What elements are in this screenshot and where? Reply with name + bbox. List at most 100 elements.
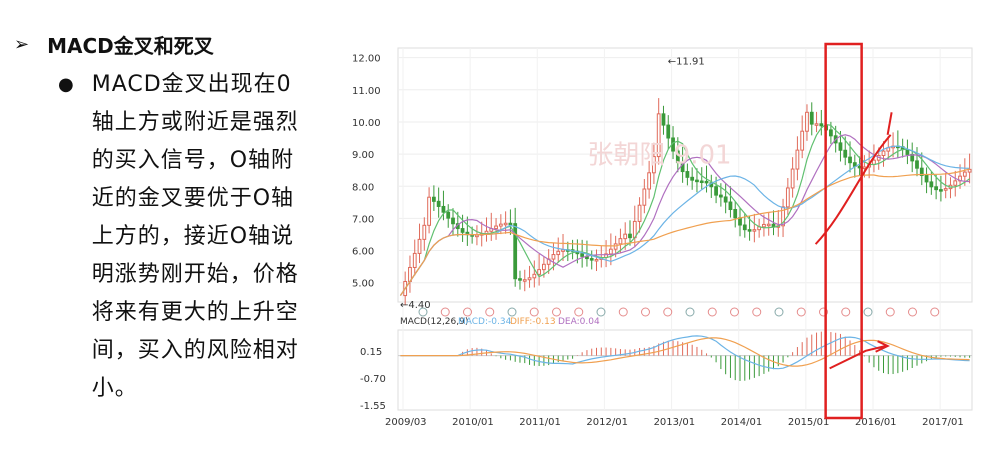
candle-body bbox=[843, 149, 848, 158]
candle-body bbox=[417, 238, 422, 254]
candle-body bbox=[762, 223, 766, 228]
event-marker-icon bbox=[552, 307, 561, 317]
candle-body bbox=[494, 225, 498, 230]
event-marker-icon bbox=[730, 307, 739, 317]
candle-body bbox=[939, 189, 943, 192]
price-tick-label: 10.00 bbox=[352, 118, 381, 129]
x-tick-label: 2014/01 bbox=[721, 417, 763, 428]
candle-body bbox=[766, 223, 771, 227]
x-tick-label: 2010/01 bbox=[452, 417, 494, 428]
event-marker-icon bbox=[574, 307, 584, 317]
low-annotation: ←4.40 bbox=[400, 300, 431, 311]
candle-body bbox=[752, 229, 757, 232]
candle-body bbox=[518, 278, 522, 281]
candle-body bbox=[704, 180, 709, 184]
candle-body bbox=[781, 206, 785, 227]
candle-body bbox=[809, 111, 814, 125]
candle-body bbox=[652, 156, 656, 174]
macd-legend-item: DEA:0.04 bbox=[558, 317, 600, 327]
event-marker-icon bbox=[707, 307, 717, 317]
candle-body bbox=[699, 180, 704, 184]
candle-body bbox=[613, 243, 618, 250]
candle-body bbox=[522, 279, 527, 282]
candle-body bbox=[427, 196, 431, 226]
candle-body bbox=[460, 228, 465, 233]
macd-tick-label: -1.55 bbox=[360, 401, 386, 412]
event-marker-icon bbox=[908, 307, 917, 317]
candle-body bbox=[800, 130, 805, 151]
candle-body bbox=[819, 123, 824, 127]
candle-body bbox=[451, 217, 455, 225]
x-tick-label: 2012/01 bbox=[586, 417, 628, 428]
section-heading: ➢ MACD金叉和死叉 bbox=[14, 30, 214, 59]
event-marker-icon bbox=[774, 307, 784, 317]
candle-body bbox=[829, 129, 833, 137]
candle-body bbox=[738, 217, 742, 226]
event-marker-icon bbox=[418, 307, 428, 317]
price-tick-label: 6.00 bbox=[352, 247, 374, 258]
candle-body bbox=[728, 201, 733, 211]
macd-legend-item: DIFF:-0.13 bbox=[510, 317, 556, 327]
macd-dea-line bbox=[400, 337, 970, 367]
x-tick-label: 2011/01 bbox=[519, 417, 561, 428]
candle-body bbox=[881, 150, 886, 157]
candle-body bbox=[556, 250, 561, 256]
bullet-line: 间，买入的风险相对 bbox=[91, 338, 299, 363]
high-annotation: ←11.91 bbox=[668, 57, 705, 68]
stock-chart: 12.00 11.00 10.00 9.00 8.00 7.00 6.00 5.00 2009/… bbox=[352, 42, 973, 428]
candle-body bbox=[412, 252, 417, 268]
ma-line-short bbox=[399, 123, 970, 296]
candle-body bbox=[848, 156, 852, 164]
bullet-line: 轴上方或附近是强烈 bbox=[91, 110, 299, 135]
price-arrow-annotation bbox=[814, 112, 893, 245]
bullet-line: 近的金叉要优于O轴 bbox=[91, 186, 295, 211]
candle-body bbox=[623, 233, 628, 240]
price-tick-label: 5.00 bbox=[352, 279, 374, 290]
price-tick-label: 7.00 bbox=[352, 214, 374, 225]
candle-body bbox=[647, 172, 652, 190]
candle-body bbox=[642, 188, 647, 206]
candle-body bbox=[790, 168, 795, 189]
candle-body bbox=[542, 263, 546, 271]
candle-body bbox=[441, 205, 446, 213]
ma-line-longest bbox=[399, 168, 970, 296]
bullet-line: 的买入信号，O轴附 bbox=[91, 148, 295, 173]
event-marker-icon bbox=[641, 307, 650, 317]
watermark-text: 张朝阳 9.01 bbox=[587, 141, 731, 171]
macd-panel-frame bbox=[397, 329, 973, 411]
candle-body bbox=[953, 180, 958, 186]
x-tick-label: 2017/01 bbox=[922, 417, 964, 428]
event-marker-icon bbox=[529, 307, 539, 317]
candle-body bbox=[675, 150, 680, 164]
event-marker-icon bbox=[507, 307, 517, 317]
candle-body bbox=[934, 186, 939, 191]
candle-body bbox=[637, 204, 642, 222]
event-marker-icon bbox=[463, 307, 472, 317]
candle-body bbox=[838, 142, 843, 151]
price-tick-label: 12.00 bbox=[352, 54, 381, 65]
candle-body bbox=[862, 166, 867, 170]
event-marker-icon bbox=[752, 307, 762, 317]
candle-body bbox=[475, 234, 479, 238]
x-tick-label: 2016/01 bbox=[855, 417, 897, 428]
x-tick-label: 2013/01 bbox=[654, 417, 696, 428]
candle-body bbox=[608, 248, 613, 255]
bullet-line: 上方的，接近O轴说 bbox=[91, 224, 295, 249]
candle-body bbox=[532, 273, 537, 279]
bullet-line: 小。 bbox=[91, 376, 138, 401]
event-marker-icon bbox=[819, 307, 828, 317]
event-marker-icon bbox=[930, 307, 940, 317]
candle-body bbox=[580, 253, 585, 257]
candle-body bbox=[436, 200, 441, 207]
event-marker-icon bbox=[663, 307, 673, 317]
bullet-dot-icon: ● bbox=[58, 74, 74, 95]
candle-body bbox=[805, 111, 809, 132]
candle-body bbox=[695, 179, 699, 183]
x-tick-label: 2015/01 bbox=[788, 417, 830, 428]
candle-body bbox=[551, 254, 556, 260]
candle-body bbox=[714, 186, 718, 196]
macd-legend-item: MACD:-0.34 bbox=[458, 317, 512, 327]
bullet-block: ● MACD金叉出现在0 轴上方或附近是强烈 的买入信号，O轴附 近的金叉要优于… bbox=[58, 66, 348, 408]
candle-body bbox=[527, 277, 532, 281]
candle-body bbox=[742, 224, 747, 231]
